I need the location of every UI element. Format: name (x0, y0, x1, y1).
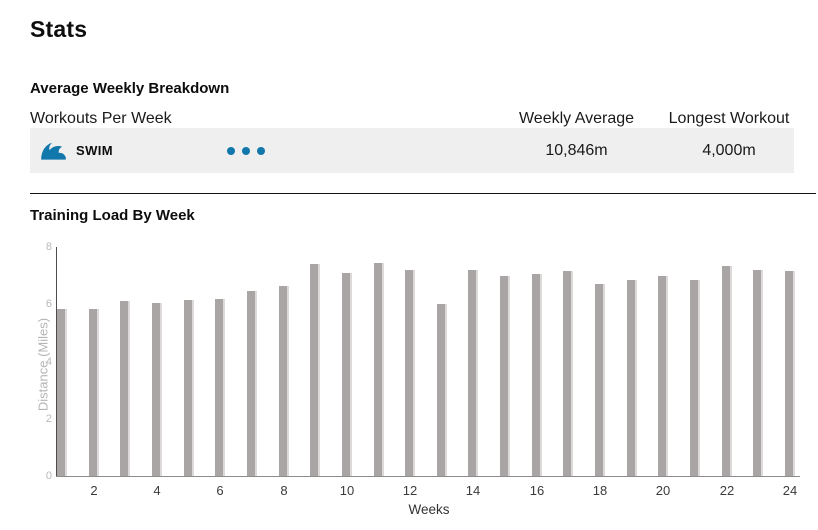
x-tick-label-6: 6 (216, 483, 224, 498)
workout-dot (227, 146, 235, 155)
bar-week-13 (437, 304, 447, 476)
workout-dot (242, 146, 250, 155)
bar-week-16 (532, 274, 542, 476)
bar-week-12 (405, 270, 415, 476)
bar-week-4 (152, 303, 162, 476)
bar-week-6 (215, 299, 225, 476)
y-tick-label-2: 2 (45, 413, 52, 425)
page-title: Stats (30, 16, 88, 42)
x-tick-label-14: 14 (465, 483, 481, 498)
table-header-row: Workouts Per Week Weekly Average Longest… (30, 104, 794, 128)
bar-week-10 (342, 273, 352, 476)
x-tick-label-24: 24 (782, 483, 798, 498)
x-tick-label-8: 8 (280, 483, 288, 498)
swim-row-main-cell: SWIM (30, 128, 489, 173)
bar-week-14 (468, 270, 478, 476)
chart-section-title: Training Load By Week (30, 207, 195, 224)
y-tick-label-8: 8 (45, 241, 52, 253)
bar-week-8 (279, 286, 289, 476)
bar-week-18 (595, 284, 605, 476)
bar-week-3 (120, 301, 130, 476)
sport-label: SWIM (76, 143, 113, 158)
bar-week-20 (658, 276, 668, 476)
y-axis-line (56, 247, 57, 476)
bar-week-11 (374, 263, 384, 476)
workouts-per-week-dots (227, 146, 265, 155)
y-axis-title: Distance (Miles) (35, 317, 51, 412)
x-axis-line (56, 476, 800, 477)
bar-week-5 (184, 300, 194, 476)
bar-week-7 (247, 291, 257, 476)
y-tick-label-6: 6 (45, 298, 52, 310)
y-tick-label-0: 0 (45, 470, 52, 482)
weekly-average-value: 10,846m (545, 141, 608, 159)
column-header-longest-workout: Longest Workout (668, 110, 790, 127)
longest-workout-value: 4,000m (702, 141, 756, 159)
column-header-weekly-average: Weekly Average (518, 110, 635, 127)
weekly-breakdown-table: Workouts Per Week Weekly Average Longest… (30, 104, 794, 173)
bar-week-23 (753, 270, 763, 476)
bar-week-15 (500, 276, 510, 476)
x-tick-label-20: 20 (655, 483, 671, 498)
column-header-workouts-per-week: Workouts Per Week (30, 110, 172, 127)
x-axis-title: Weeks (408, 502, 450, 517)
training-load-chart: 0 2 4 6 8 2 4 6 8 10 12 14 16 18 20 22 24 Distance (Miles… (30, 238, 818, 528)
x-tick-label-16: 16 (529, 483, 545, 498)
y-tick-label-4: 4 (45, 356, 52, 368)
bar-week-21 (690, 280, 700, 476)
x-tick-label-12: 12 (402, 483, 418, 498)
section-divider (30, 193, 816, 194)
workout-dot (257, 146, 265, 155)
x-tick-label-2: 2 (90, 483, 98, 498)
bar-week-9 (310, 264, 320, 476)
x-tick-label-10: 10 (339, 483, 355, 498)
x-tick-label-22: 22 (719, 483, 735, 498)
swim-wave-icon (41, 142, 66, 160)
breakdown-section-title: Average Weekly Breakdown (30, 80, 230, 97)
bar-week-22 (722, 266, 732, 476)
table-row-swim[interactable]: SWIM 10,846m 4,000m (30, 128, 794, 173)
bar-week-2 (89, 309, 99, 476)
x-tick-label-18: 18 (592, 483, 608, 498)
x-tick-label-4: 4 (153, 483, 161, 498)
bar-week-17 (563, 271, 573, 476)
bar-week-1 (57, 309, 67, 476)
bar-week-24 (785, 271, 795, 476)
bar-week-19 (627, 280, 637, 476)
